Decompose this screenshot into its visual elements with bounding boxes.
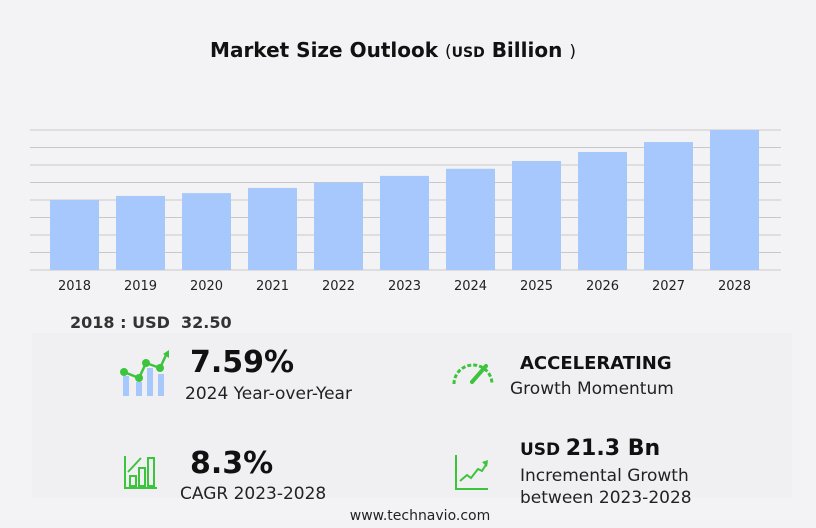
kpi-panel: [32, 333, 792, 498]
chart-title: Market Size Outlook (USD Billion ): [0, 38, 786, 62]
x-tick-label: 2022: [322, 279, 355, 294]
bar-2028: [710, 130, 759, 270]
incremental-label-1: Incremental Growth: [520, 466, 689, 486]
bar-2027: [644, 142, 693, 270]
x-tick-label: 2018: [58, 279, 91, 294]
momentum-label: Growth Momentum: [510, 379, 674, 399]
x-tick-label: 2028: [718, 279, 751, 294]
bar-2026: [578, 151, 627, 270]
title-unit: USD: [451, 45, 485, 61]
x-tick-label: 2024: [454, 279, 487, 294]
bar-2018: [50, 200, 99, 270]
trend-line-icon: [455, 455, 488, 490]
x-tick-label: 2019: [124, 279, 157, 294]
title-paren-open: (: [445, 42, 452, 62]
incremental-amount: 21.3 Bn: [565, 436, 661, 461]
incremental-value: USD 21.3 Bn: [520, 436, 660, 461]
bar-2019: [116, 195, 165, 270]
x-tick-label: 2023: [388, 279, 421, 294]
bar-2024: [446, 168, 495, 270]
bar-2022: [314, 182, 363, 270]
title-billion: Billion: [491, 38, 563, 62]
yoy-label: 2024 Year-over-Year: [185, 384, 352, 404]
incremental-label-2: between 2023-2028: [520, 488, 692, 508]
momentum-value: ACCELERATING: [520, 353, 672, 374]
incremental-unit: USD: [520, 440, 561, 460]
bar-chart: 2018 2019 2020 2021 2022 2023 2024 2025 2026 2027…: [30, 129, 781, 294]
bar-chart-up-icon: [124, 456, 157, 489]
title-main: Market Size Outlook: [210, 38, 439, 62]
x-tick-label: 2027: [652, 279, 685, 294]
x-tick-label: 2020: [190, 279, 223, 294]
bar-2023: [380, 175, 429, 270]
x-tick-label: 2026: [586, 279, 619, 294]
x-tick-label: 2025: [520, 279, 553, 294]
yoy-value: 7.59%: [190, 345, 295, 380]
footer-url: www.technavio.com: [349, 508, 491, 524]
bar-2020: [182, 193, 231, 270]
base-year-value: 2018 : USD 32.50: [70, 313, 232, 332]
cagr-value: 8.3%: [190, 446, 274, 481]
cagr-label: CAGR 2023-2028: [180, 484, 327, 504]
speedometer-icon: [452, 363, 494, 385]
title-paren-close: ): [569, 42, 576, 62]
bar-line-growth-icon: [120, 350, 169, 396]
bar-2025: [512, 161, 561, 270]
x-tick-label: 2021: [256, 279, 289, 294]
bar-2021: [248, 187, 297, 270]
